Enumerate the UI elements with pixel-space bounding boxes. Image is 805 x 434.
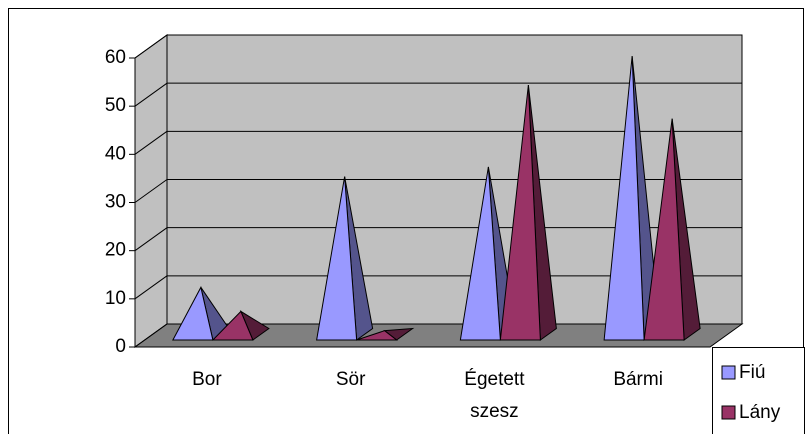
y-tick-label: 20 [105,240,126,261]
y-tick-label: 60 [105,47,126,68]
pyramid-front [211,310,254,341]
pyramid-front [172,285,214,341]
x-tick-label: Bármi [613,369,663,390]
y-tick-label: 30 [105,192,126,213]
legend-label: Lány [739,402,781,423]
y-tick-label: 50 [105,95,126,116]
grid-line [134,34,168,59]
pyramid-front [499,84,541,341]
legend-swatch [721,405,736,420]
grid-line [134,82,168,107]
y-tick-label: 40 [105,143,126,164]
x-tick-label: Égetett szesz [464,369,525,422]
grid-line [134,130,168,155]
pyramid-front [643,118,685,341]
pyramid-front [316,176,358,341]
legend-swatch [721,365,736,380]
grid-line [134,179,168,203]
x-tick-label: Sör [335,369,366,390]
grid-line [134,323,168,348]
pyramid-front [356,330,399,341]
pyramid-front [603,56,645,341]
grid-line [134,227,168,252]
y-tick-label: 0 [115,336,126,357]
legend-label: Fiú [739,362,765,383]
pyramid-front [459,166,501,341]
grid-line [134,275,168,300]
y-tick-label: 10 [105,288,126,309]
legend-box [712,347,805,434]
x-tick-label: Bor [192,369,222,390]
